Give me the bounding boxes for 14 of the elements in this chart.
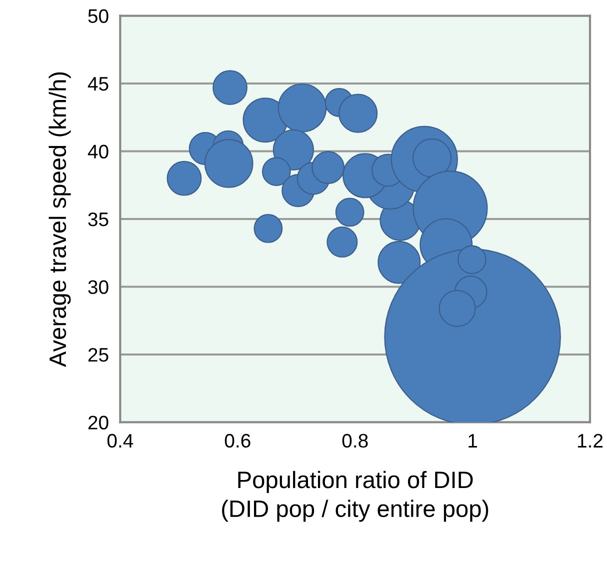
x-axis-title: Population ratio of DID (DID pop / city entire pop) (222, 470, 488, 522)
x-tick-label: 0.8 (342, 434, 368, 448)
x-tick-label: 0.6 (224, 434, 250, 448)
y-tick-label: 30 (88, 280, 108, 294)
y-tick-label: 35 (88, 212, 108, 226)
y-tick-label: 25 (88, 348, 108, 362)
y-tick-label: 20 (88, 416, 108, 430)
y-tick-label: 45 (88, 77, 108, 91)
y-axis-title: Average travel speed (km/h) (48, 72, 71, 368)
y-tick-label: 50 (88, 9, 108, 23)
x-tick-label: 1 (468, 434, 478, 448)
x-tick-label: 1.2 (578, 434, 603, 448)
x-tick-label: 0.4 (107, 434, 134, 448)
y-tick-label: 40 (88, 144, 108, 158)
